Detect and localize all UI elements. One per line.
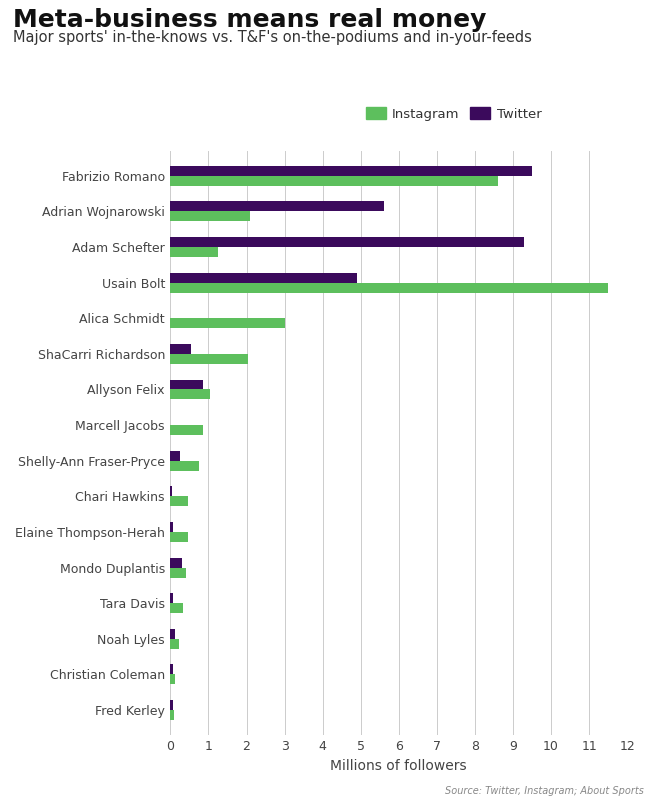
Bar	[170, 425, 203, 435]
Bar	[170, 496, 188, 506]
Legend: Instagram, Twitter: Instagram, Twitter	[361, 102, 547, 126]
Bar	[170, 664, 173, 674]
Text: Source: Twitter, Instagram; About Sports: Source: Twitter, Instagram; About Sports	[445, 786, 644, 796]
Bar	[170, 593, 174, 603]
Bar	[170, 176, 498, 186]
Bar	[170, 558, 182, 567]
Bar	[170, 211, 250, 222]
Bar	[170, 700, 174, 710]
Bar	[170, 166, 532, 176]
Bar	[170, 318, 285, 328]
Bar	[170, 567, 187, 578]
Bar	[170, 603, 183, 613]
Text: Meta-business means real money: Meta-business means real money	[13, 8, 486, 32]
Bar	[170, 282, 608, 293]
Bar	[170, 522, 174, 532]
Bar	[170, 710, 174, 720]
Bar	[170, 532, 188, 542]
Bar	[170, 638, 179, 649]
Bar	[170, 237, 525, 247]
X-axis label: Millions of followers: Millions of followers	[330, 759, 467, 773]
Text: Major sports' in-the-knows vs. T&F's on-the-podiums and in-your-feeds: Major sports' in-the-knows vs. T&F's on-…	[13, 30, 532, 46]
Bar	[170, 450, 180, 461]
Bar	[170, 354, 248, 364]
Bar	[170, 486, 172, 496]
Bar	[170, 629, 175, 638]
Bar	[170, 202, 384, 211]
Bar	[170, 461, 199, 470]
Bar	[170, 273, 357, 282]
Bar	[170, 247, 218, 257]
Bar	[170, 379, 203, 390]
Bar	[170, 344, 191, 354]
Bar	[170, 674, 176, 684]
Bar	[170, 390, 211, 399]
